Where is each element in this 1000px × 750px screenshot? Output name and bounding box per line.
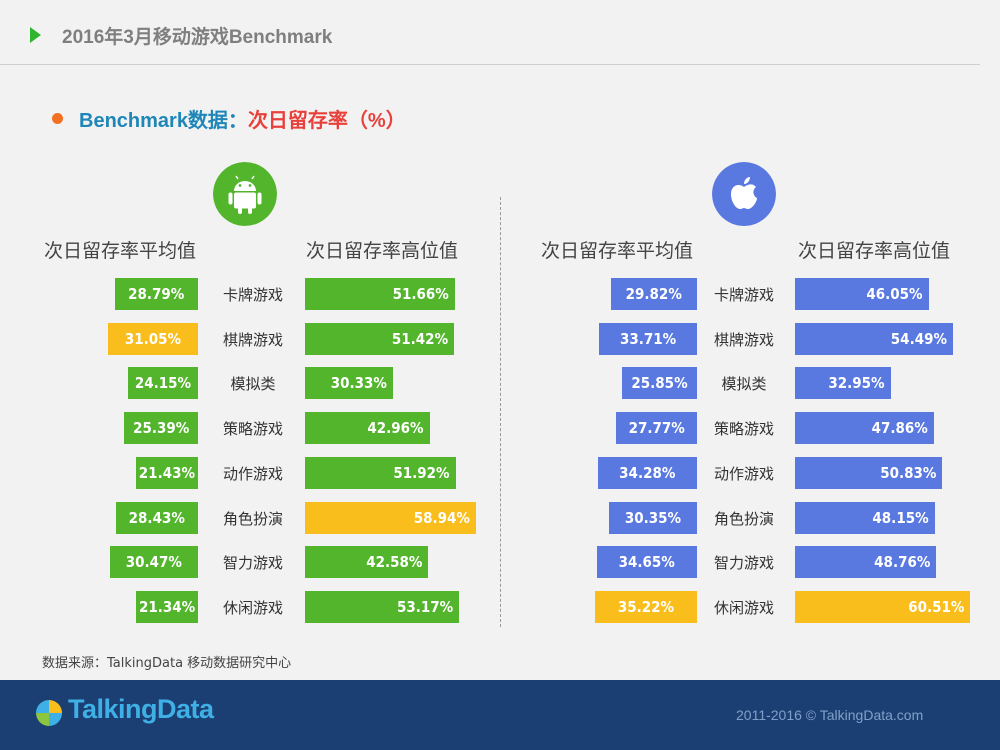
android-category-label: 休闲游戏 — [222, 598, 283, 617]
footer-bar — [0, 680, 1000, 750]
ios-category-label: 模拟类 — [721, 375, 767, 394]
ios-high-label: 46.05% — [866, 285, 923, 303]
ios-high-bar: 50.83% — [795, 456, 943, 489]
android-icon — [213, 162, 277, 226]
android-high-bar: 42.96% — [305, 412, 430, 445]
android-avg-bar: 21.34% — [136, 590, 198, 623]
ios-avg-bar: 27.77% — [616, 412, 697, 445]
android-avg-bar: 28.79% — [114, 278, 198, 310]
ios-avg-header: 次日留存率平均值 — [541, 240, 694, 262]
android-high-label: 51.92% — [393, 463, 450, 482]
ios-avg-bar: 30.35% — [608, 501, 697, 534]
ios-avg-label: 35.22% — [617, 597, 675, 616]
android-high-label: 42.58% — [366, 553, 423, 572]
ios-category-label: 智力游戏 — [713, 554, 774, 573]
android-high-bar: 51.42% — [305, 322, 455, 355]
android-avg-label: 31.05% — [124, 329, 182, 348]
ios-avg-bar: 34.28% — [597, 456, 697, 489]
bullet-icon — [52, 113, 63, 124]
ios-category-label: 动作游戏 — [713, 464, 774, 483]
android-high-bar: 51.66% — [305, 278, 455, 310]
source-note: 数据来源：TalkingData 移动数据研究中心 — [42, 656, 292, 671]
ios-high-label: 47.86% — [871, 419, 928, 438]
ios-avg-label: 34.28% — [619, 463, 676, 482]
android-category-label: 智力游戏 — [222, 554, 283, 573]
android-avg-label: 30.47% — [125, 553, 182, 572]
android-avg-bar: 28.43% — [115, 501, 198, 534]
android-avg-bar: 30.47% — [109, 546, 198, 579]
ios-high-label: 50.83% — [880, 463, 937, 482]
android-high-label: 30.33% — [330, 374, 387, 393]
ios-high-bar: 48.15% — [795, 501, 935, 534]
android-category-label: 模拟类 — [230, 375, 276, 394]
ios-avg-bar: 34.65% — [596, 546, 697, 579]
ios-avg-label: 29.82% — [625, 285, 682, 303]
android-avg-bar: 24.15% — [127, 367, 198, 400]
android-high-bar: 51.92% — [305, 456, 456, 489]
ios-avg-label: 30.35% — [624, 508, 682, 527]
ios-category-label: 休闲游戏 — [713, 598, 774, 617]
ios-high-bar: 60.51% — [795, 590, 971, 623]
ios-high-label: 48.15% — [872, 508, 929, 527]
ios-high-bar: 47.86% — [795, 412, 934, 445]
android-avg-header: 次日留存率平均值 — [44, 240, 197, 262]
ios-high-bar: 54.49% — [795, 322, 954, 355]
page-title: 2016年3月移动游戏Benchmark — [62, 27, 333, 48]
android-high-header: 次日留存率高位值 — [306, 240, 459, 262]
ios-avg-label: 33.71% — [620, 329, 677, 348]
android-high-label: 53.17% — [396, 597, 454, 616]
ios-avg-label: 27.77% — [628, 419, 685, 438]
android-avg-label: 25.39% — [133, 419, 190, 438]
talkingdata-logo-icon — [36, 700, 62, 726]
ios-avg-label: 34.65% — [618, 553, 675, 572]
subtitle-prefix: Benchmark数据： — [79, 110, 248, 132]
android-high-bar: 58.94% — [305, 501, 476, 534]
ios-avg-bar: 35.22% — [594, 590, 697, 623]
android-avg-label: 21.34% — [138, 597, 196, 616]
android-avg-bar: 21.43% — [135, 456, 198, 489]
ios-high-label: 60.51% — [908, 597, 965, 616]
ios-category-label: 角色扮演 — [713, 509, 774, 528]
header-divider — [0, 64, 980, 65]
ios-high-label: 54.49% — [890, 329, 948, 348]
android-avg-label: 24.15% — [134, 374, 192, 393]
android-high-bar: 30.33% — [305, 367, 393, 400]
panel-divider — [500, 197, 501, 627]
android-category-label: 角色扮演 — [222, 509, 283, 528]
ios-category-label: 棋牌游戏 — [713, 330, 774, 349]
play-icon — [30, 27, 41, 43]
talkingdata-logo-text: TalkingData — [68, 694, 214, 724]
android-category-label: 卡牌游戏 — [222, 286, 283, 304]
ios-high-label: 32.95% — [828, 374, 885, 393]
android-high-label: 51.42% — [391, 329, 449, 348]
ios-high-header: 次日留存率高位值 — [798, 240, 951, 262]
section-subtitle: Benchmark数据：次日留存率（%） — [79, 104, 406, 133]
android-avg-bar: 31.05% — [107, 322, 198, 355]
android-avg-bar: 25.39% — [124, 412, 198, 445]
android-category-label: 策略游戏 — [222, 420, 283, 439]
android-high-bar: 53.17% — [305, 590, 460, 623]
android-category-label: 动作游戏 — [222, 464, 283, 483]
android-high-label: 58.94% — [413, 508, 470, 527]
copyright: 2011-2016 © TalkingData.com — [736, 707, 924, 723]
ios-high-bar: 48.76% — [795, 546, 937, 579]
subtitle-metric: 次日留存率（%） — [247, 110, 406, 132]
ios-high-label: 48.76% — [874, 553, 931, 572]
android-high-label: 42.96% — [367, 419, 424, 438]
ios-category-label: 卡牌游戏 — [713, 286, 774, 304]
ios-avg-label: 25.85% — [631, 374, 688, 393]
android-high-bar: 42.58% — [305, 546, 429, 579]
android-avg-label: 28.43% — [128, 508, 185, 527]
ios-avg-bar: 33.71% — [599, 322, 697, 355]
ios-avg-bar: 25.85% — [622, 367, 697, 400]
ios-avg-bar: 29.82% — [610, 278, 697, 310]
android-avg-label: 21.43% — [138, 463, 196, 482]
ios-category-label: 策略游戏 — [713, 420, 774, 439]
android-category-label: 棋牌游戏 — [222, 330, 283, 349]
android-high-label: 51.66% — [392, 285, 449, 303]
apple-icon — [712, 162, 776, 226]
ios-high-bar: 32.95% — [795, 367, 891, 400]
ios-high-bar: 46.05% — [795, 278, 929, 310]
android-avg-label: 28.79% — [128, 285, 185, 303]
